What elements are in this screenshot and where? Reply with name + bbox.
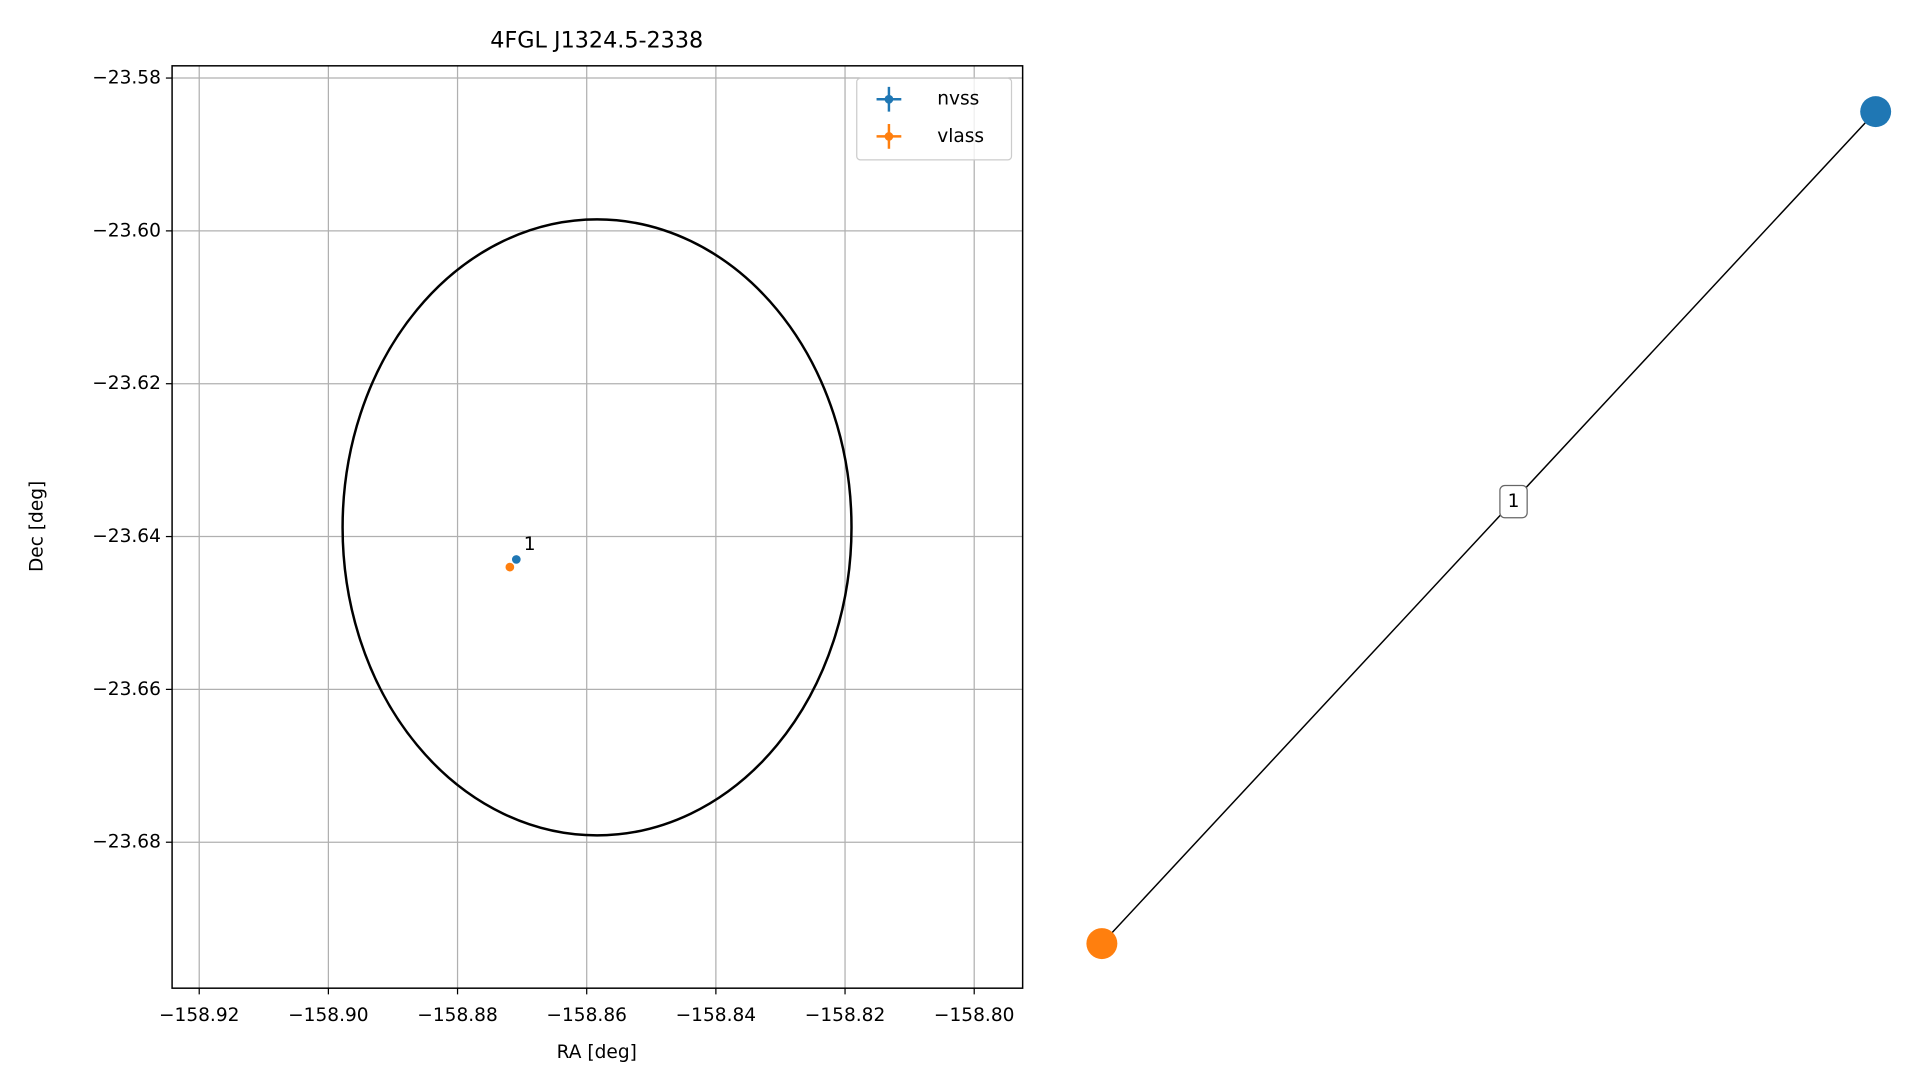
legend-box: [856, 77, 1013, 161]
y-tick-label: −23.62: [92, 373, 161, 394]
x-tick-label: −158.80: [934, 1005, 1015, 1026]
data-point: [505, 562, 515, 572]
y-tick-label: −23.64: [92, 526, 161, 547]
node: [1860, 96, 1892, 128]
legend-marker: [884, 94, 894, 104]
edge-label-box: [1499, 484, 1528, 519]
x-axis-label: RA [deg]: [557, 1042, 637, 1063]
node: [1086, 928, 1118, 960]
point-label: 1: [524, 534, 536, 555]
legend-label: vlass: [937, 126, 984, 147]
x-tick-label: −158.92: [159, 1005, 240, 1026]
chart-title: 4FGL J1324.5-2338: [490, 28, 703, 54]
data-point: [511, 555, 521, 564]
x-tick-label: −158.88: [417, 1005, 498, 1026]
x-tick-label: −158.90: [288, 1005, 369, 1026]
x-tick-label: −158.82: [805, 1005, 886, 1026]
edge: [1101, 111, 1877, 945]
legend-marker: [884, 132, 894, 141]
y-tick-label: −23.68: [92, 832, 161, 853]
localization-ellipse: [341, 218, 853, 837]
axes-frame: [171, 65, 1024, 989]
edge-label: 1: [1508, 491, 1520, 512]
x-tick-label: −158.84: [676, 1005, 757, 1026]
y-tick-label: −23.60: [92, 220, 161, 241]
legend-label: nvss: [937, 89, 979, 110]
y-tick-label: −23.66: [92, 679, 161, 700]
x-tick-label: −158.86: [546, 1005, 627, 1026]
y-axis-label: Dec [deg]: [27, 481, 48, 572]
y-tick-label: −23.58: [92, 68, 161, 89]
